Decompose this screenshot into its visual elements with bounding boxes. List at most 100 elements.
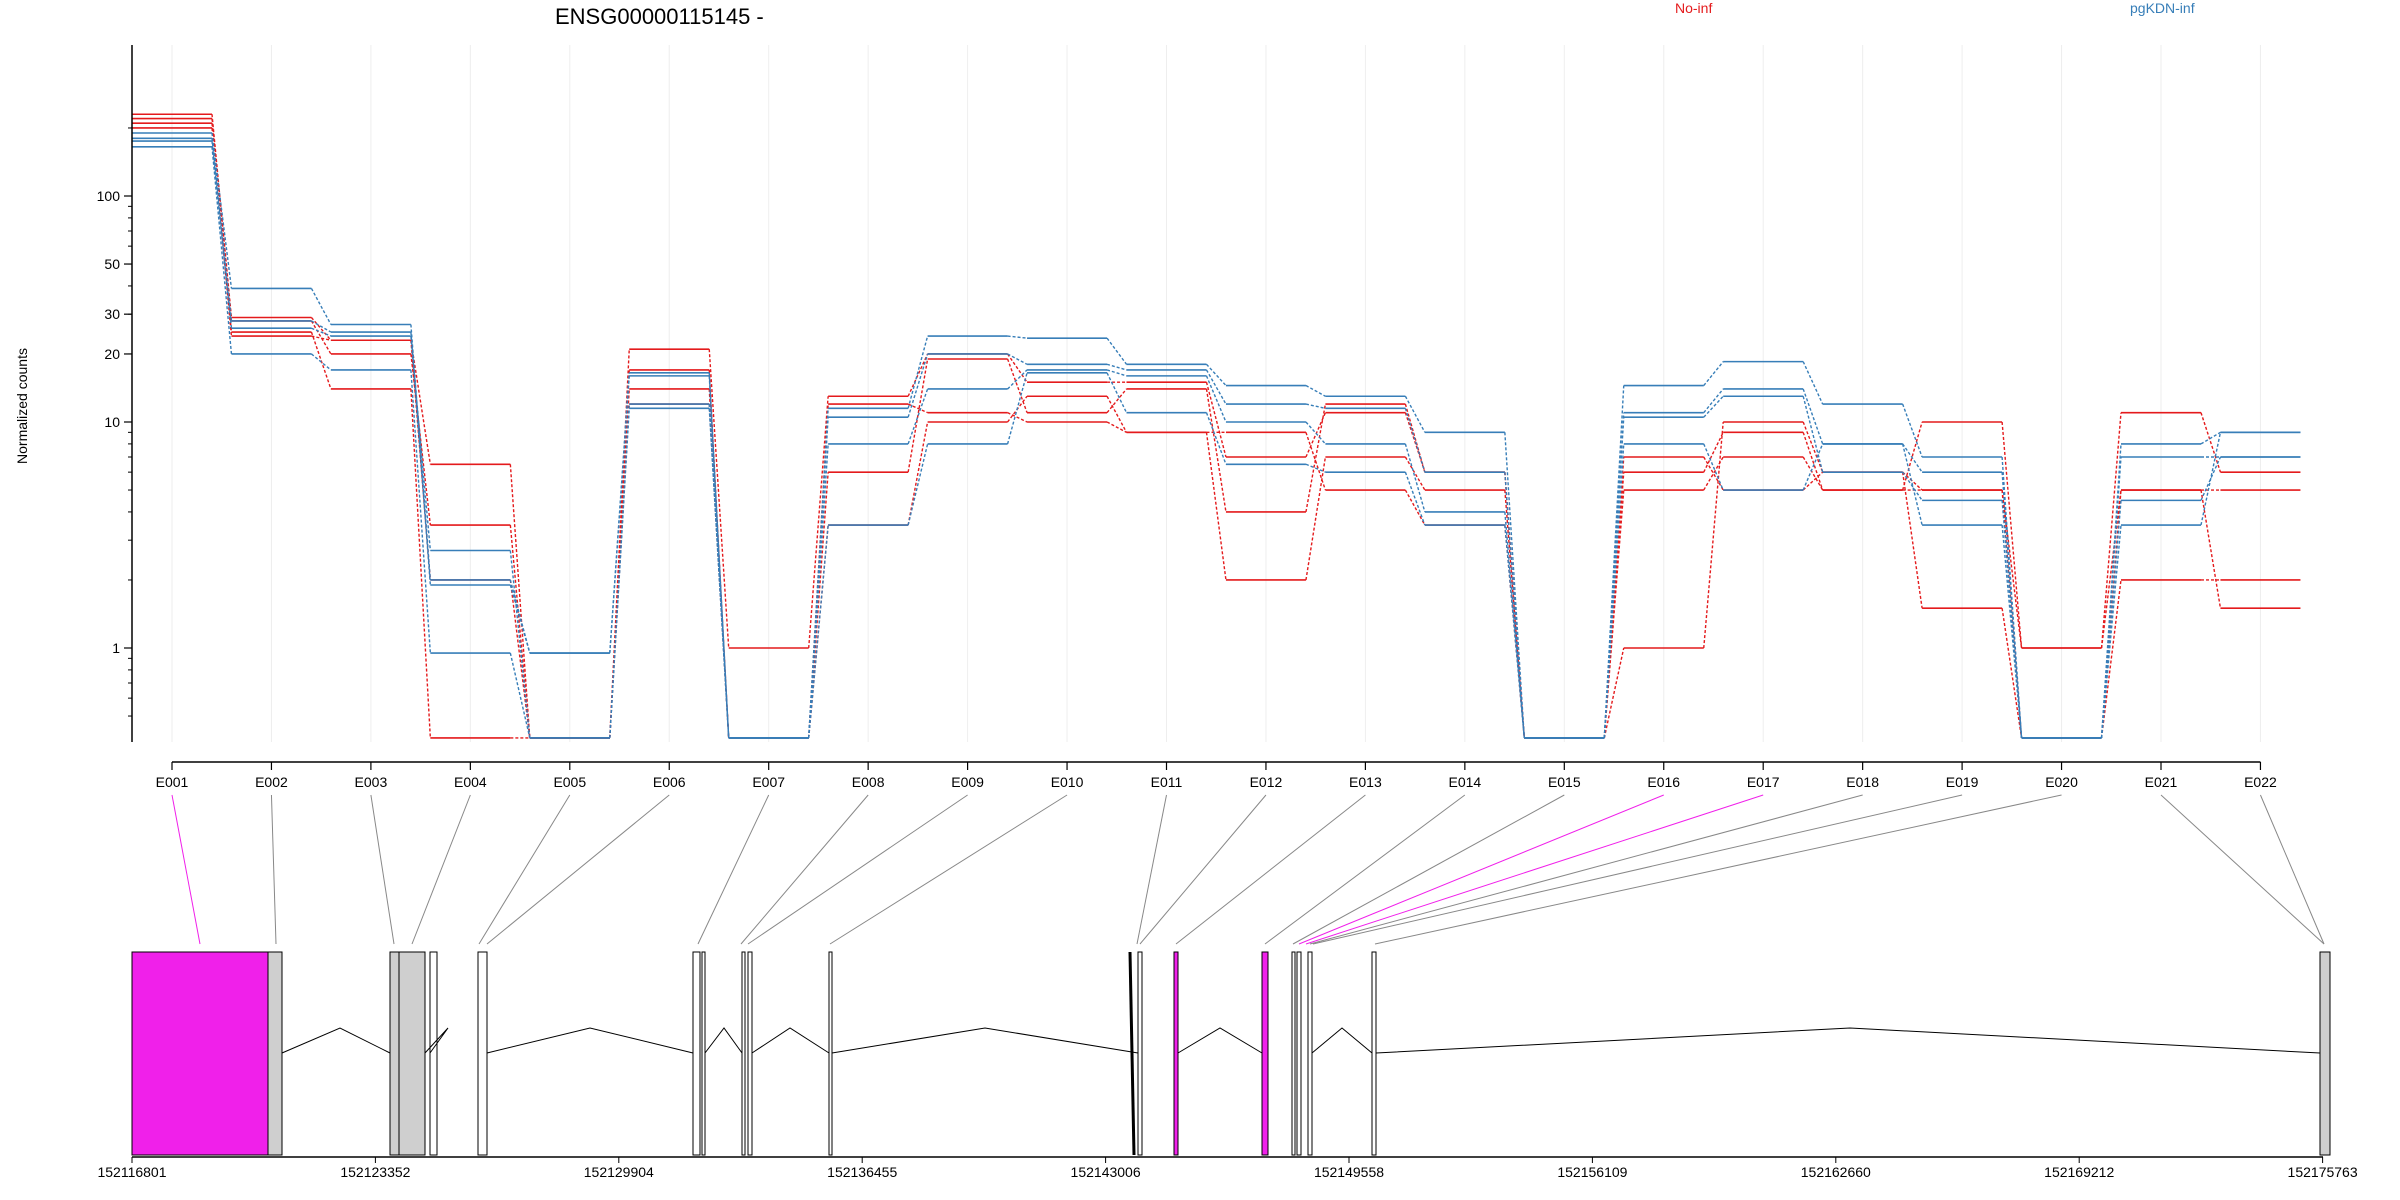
exon-connector bbox=[1264, 794, 1466, 945]
data-connector bbox=[1007, 369, 1028, 390]
data-connector bbox=[1703, 388, 1724, 414]
data-connector bbox=[1703, 361, 1724, 386]
data-connector bbox=[311, 353, 332, 371]
chart-title: ENSG00000115145 - bbox=[555, 4, 764, 29]
data-connector bbox=[1106, 363, 1127, 371]
exon-connector bbox=[2160, 794, 2325, 945]
coord-tick-label: 152129904 bbox=[584, 1164, 654, 1180]
data-connector bbox=[609, 388, 630, 738]
data-connector bbox=[1305, 384, 1326, 397]
legend-pgkdn-inf: pgKDN-inf bbox=[2130, 0, 2195, 16]
data-connector bbox=[410, 332, 432, 586]
data-connector bbox=[410, 388, 432, 738]
data-connector bbox=[1305, 456, 1327, 581]
data-connector bbox=[1305, 421, 1326, 445]
series-pgkdn-inf bbox=[132, 132, 2301, 739]
exon-block bbox=[1128, 951, 1136, 1156]
y-tick-label: 30 bbox=[104, 306, 120, 322]
data-connector bbox=[1007, 412, 1028, 423]
data-connector bbox=[310, 288, 332, 325]
y-tick-label: 100 bbox=[97, 188, 121, 204]
exon-connector bbox=[747, 794, 968, 945]
data-connector bbox=[2001, 472, 2023, 738]
data-connector bbox=[708, 408, 730, 738]
data-connector bbox=[1603, 472, 1625, 738]
y-axis-label: Normalized counts bbox=[14, 348, 30, 464]
data-connector bbox=[1504, 524, 1525, 738]
data-connector bbox=[1802, 471, 1824, 491]
data-connector bbox=[1802, 421, 1824, 473]
data-connector bbox=[609, 375, 630, 654]
data-connector bbox=[609, 408, 630, 738]
x-tick-label: E016 bbox=[1647, 774, 1680, 790]
data-connector bbox=[509, 652, 531, 739]
exon-block bbox=[692, 951, 701, 1156]
data-connector bbox=[2001, 489, 2023, 649]
data-connector bbox=[311, 320, 332, 333]
data-connector bbox=[1802, 432, 1824, 491]
data-connector bbox=[907, 353, 929, 397]
x-tick-label: E011 bbox=[1151, 774, 1183, 790]
x-tick-label: E001 bbox=[156, 774, 189, 790]
data-connector bbox=[907, 403, 928, 414]
data-connector bbox=[211, 132, 233, 289]
data-connector bbox=[1901, 443, 1923, 526]
x-tick-label: E018 bbox=[1846, 774, 1879, 790]
data-connector bbox=[1305, 432, 1327, 491]
data-connector bbox=[509, 584, 531, 654]
x-tick-label: E007 bbox=[752, 774, 785, 790]
data-connector bbox=[410, 353, 432, 526]
coord-tick-label: 152156109 bbox=[1557, 1164, 1627, 1180]
exon-block bbox=[1296, 951, 1302, 1156]
x-tick-label: E006 bbox=[653, 774, 686, 790]
data-connector bbox=[1603, 385, 1625, 738]
x-tick-label: E015 bbox=[1548, 774, 1581, 790]
data-connector bbox=[1106, 395, 1128, 433]
data-connector bbox=[1504, 511, 1525, 738]
exon-connector bbox=[697, 794, 770, 945]
data-connector bbox=[2200, 431, 2221, 445]
exon-connector bbox=[1312, 794, 1963, 945]
data-connector bbox=[311, 335, 332, 341]
data-connector bbox=[2200, 412, 2222, 473]
x-tick-label: E010 bbox=[1051, 774, 1084, 790]
x-tick-label: E020 bbox=[2045, 774, 2078, 790]
exon-connector bbox=[270, 794, 277, 945]
data-connector bbox=[1802, 361, 1824, 405]
x-tick-label: E012 bbox=[1250, 774, 1283, 790]
series-no-inf bbox=[132, 117, 2301, 739]
data-connector bbox=[907, 443, 929, 526]
data-connector bbox=[1106, 372, 1128, 413]
exon-connector bbox=[1309, 794, 1863, 945]
exon-connector bbox=[1298, 794, 1664, 945]
exon-block bbox=[1137, 951, 1143, 1156]
data-connector bbox=[1703, 456, 1724, 491]
data-connector bbox=[1007, 353, 1028, 365]
data-connector bbox=[2200, 432, 2222, 526]
y-axis: 1 10 20 30 50 100 bbox=[97, 45, 133, 742]
exon-block bbox=[398, 951, 426, 1156]
intron-line bbox=[486, 1027, 694, 1054]
data-connector bbox=[2100, 579, 2122, 739]
data-connector bbox=[1305, 412, 1327, 458]
x-grid bbox=[171, 45, 2261, 742]
series-lines bbox=[132, 113, 2301, 739]
data-connector bbox=[211, 146, 233, 355]
x-tick-label: E008 bbox=[852, 774, 885, 790]
data-connector bbox=[2001, 524, 2023, 738]
data-connector bbox=[1007, 335, 1028, 339]
exon-connector bbox=[1139, 794, 1267, 945]
data-connector bbox=[708, 349, 730, 649]
data-connector bbox=[1603, 417, 1625, 738]
intron-line bbox=[1375, 1027, 2321, 1054]
data-connector bbox=[2100, 489, 2122, 649]
data-connector bbox=[509, 550, 531, 739]
coord-tick-label: 152162660 bbox=[1801, 1164, 1871, 1180]
data-connector bbox=[1902, 471, 1923, 501]
data-connector bbox=[708, 375, 730, 738]
exon-block bbox=[429, 951, 438, 1156]
data-connector bbox=[509, 524, 531, 738]
exon-connector bbox=[740, 794, 869, 945]
data-connector bbox=[1603, 647, 1625, 739]
